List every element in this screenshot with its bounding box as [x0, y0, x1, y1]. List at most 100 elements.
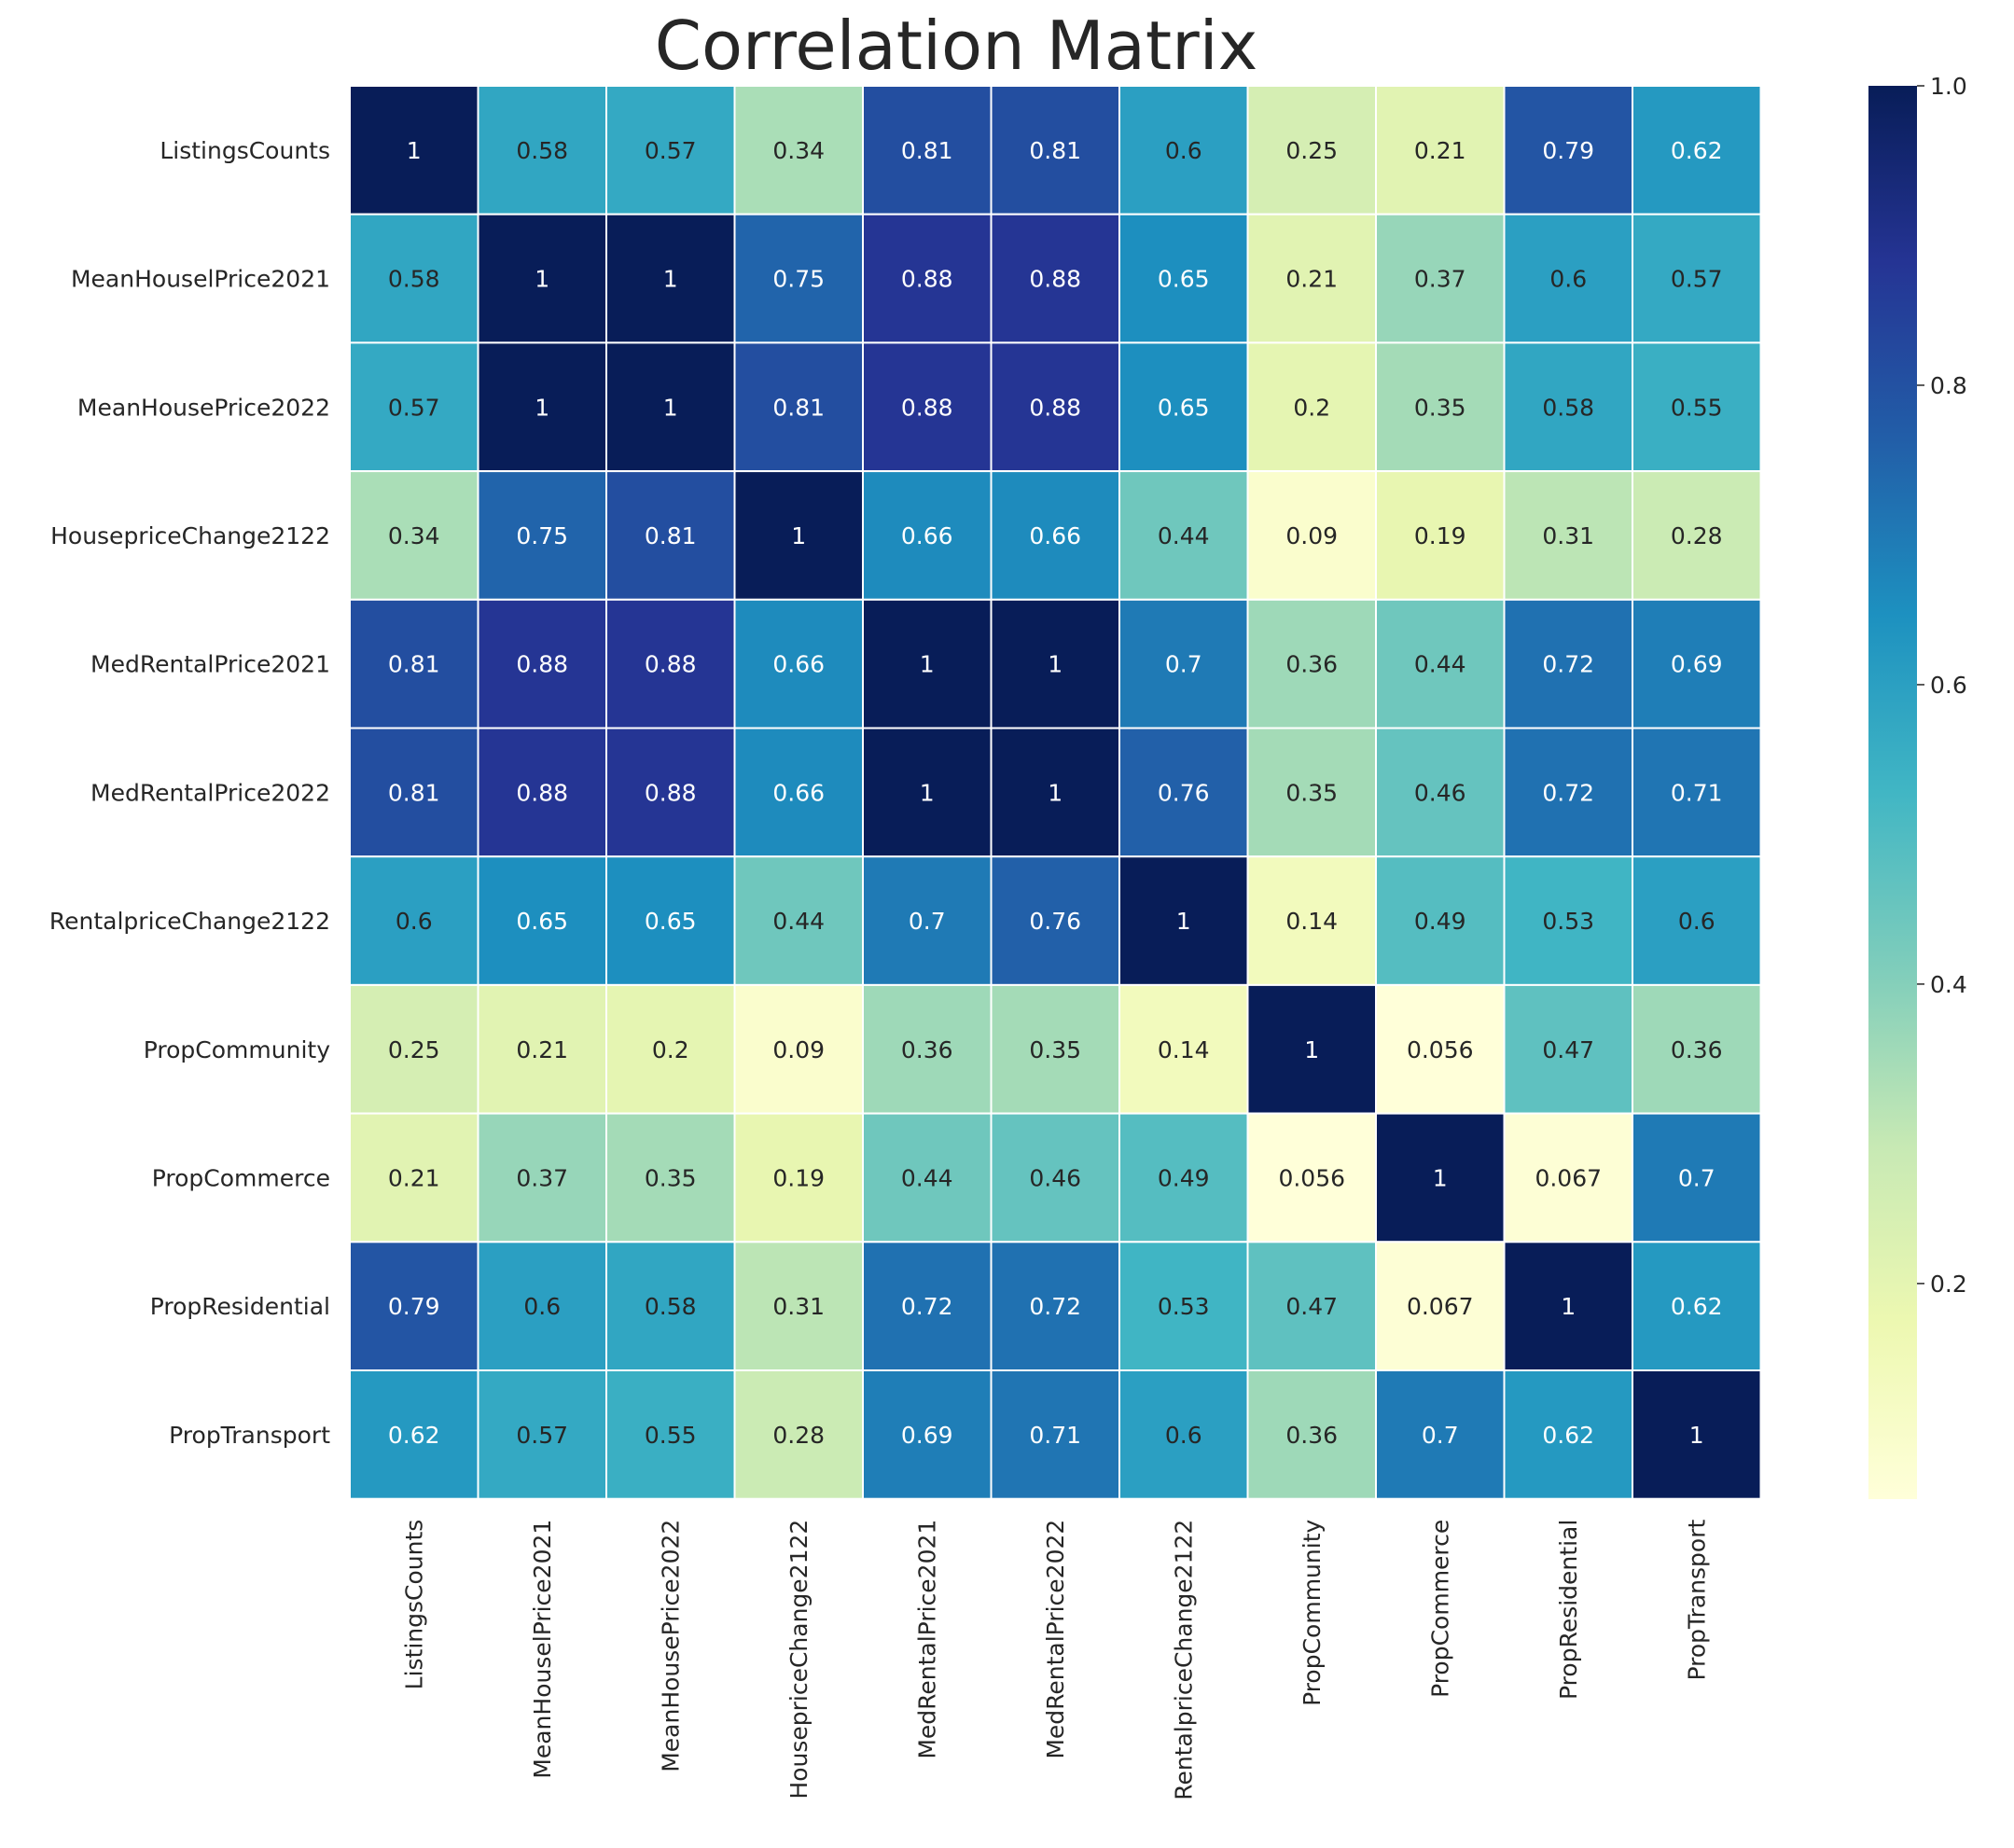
x-tick-label-rentalpricechange2122: RentalpriceChange2122: [1171, 1520, 1198, 1800]
x-tick-label-meanhouselprice2021: MeanHouselPrice2021: [529, 1520, 556, 1779]
heatmap-cell-medrentalprice2021-proptransport: [1632, 598, 1762, 729]
cell-value-label: 0.35: [1414, 394, 1466, 421]
cell-value-label: 0.46: [1029, 1164, 1081, 1191]
cell-value-label: 0.21: [1285, 266, 1338, 293]
cell-value-label: 0.81: [901, 137, 953, 164]
cell-value-label: 0.72: [1029, 1293, 1081, 1320]
heatmap-cell-propcommunity-listingscounts: [349, 983, 479, 1115]
heatmap-cell-listingscounts-propcommunity: [1246, 85, 1377, 215]
cell-value-label: 0.21: [1414, 137, 1466, 164]
cell-value-label: 0.6: [1165, 1422, 1202, 1449]
cell-value-label: 0.71: [1671, 779, 1723, 806]
heatmap-cell-rentalpricechange2122-propcommunity: [1246, 855, 1377, 986]
cell-value-label: 0.69: [1671, 651, 1723, 678]
heatmap-cell-meanhouseprice2022-listingscounts: [349, 341, 479, 473]
y-tick-label-medrentalprice2022: MedRentalPrice2022: [90, 779, 330, 806]
cell-value-label: 0.62: [1671, 1293, 1723, 1320]
heatmap-cell-propresidential-listingscounts: [349, 1241, 479, 1372]
cell-value-label: 0.46: [1414, 779, 1466, 806]
heatmap-cell-proptransport-propresidential: [1503, 1369, 1633, 1500]
cell-value-label: 0.76: [1158, 779, 1210, 806]
cell-value-label: 0.25: [1285, 137, 1338, 164]
y-tick-label-listingscounts: ListingsCounts: [160, 137, 330, 164]
heatmap-cell-propcommerce-housepricechange2122: [733, 1112, 864, 1244]
cell-value-label: 0.28: [772, 1422, 825, 1449]
cell-value-label: 0.66: [772, 779, 825, 806]
heatmap-cell-propcommerce-medrentalprice2022: [990, 1112, 1120, 1244]
cell-value-label: 0.36: [1285, 651, 1338, 678]
cell-value-label: 0.88: [1029, 394, 1081, 421]
cell-value-label: 0.57: [645, 137, 697, 164]
x-tick-label-listingscounts: ListingsCounts: [401, 1520, 428, 1690]
cell-value-label: 0.62: [388, 1422, 440, 1449]
heatmap-cell-meanhouselprice2021-medrentalprice2022: [990, 213, 1120, 344]
cell-value-label: 0.88: [516, 779, 568, 806]
cell-value-label: 1: [1048, 779, 1063, 806]
heatmap-cell-propcommerce-propcommerce: [1375, 1112, 1506, 1244]
x-tick-label-medrentalprice2021: MedRentalPrice2021: [914, 1520, 941, 1759]
x-tick-label-housepricechange2122: HousepriceChange2122: [785, 1520, 813, 1799]
heatmap-cell-meanhouseprice2022-rentalpricechange2122: [1118, 341, 1249, 473]
cell-value-label: 0.36: [1285, 1422, 1338, 1449]
heatmap-cell-medrentalprice2022-housepricechange2122: [733, 727, 864, 858]
cell-value-label: 0.09: [1285, 522, 1338, 549]
cell-value-label: 0.75: [516, 522, 568, 549]
colorbar-tick-label: 0.4: [1930, 971, 1967, 998]
heatmap-cell-propresidential-housepricechange2122: [733, 1241, 864, 1372]
heatmap-cell-meanhouseprice2022-meanhouseprice2022: [605, 341, 736, 473]
heatmap-cell-meanhouselprice2021-meanhouseprice2022: [605, 213, 736, 344]
cell-value-label: 0.47: [1542, 1036, 1594, 1063]
heatmap-cell-propresidential-meanhouseprice2022: [605, 1241, 736, 1372]
cell-value-label: 0.34: [772, 137, 825, 164]
colorbar: 0.2 0.4 0.6 0.8 1.0: [1868, 73, 1967, 1499]
cell-value-label: 0.57: [516, 1422, 568, 1449]
colorbar-tick-label: 1.0: [1930, 73, 1967, 100]
cell-value-label: 0.44: [772, 908, 825, 935]
heatmap-cell-rentalpricechange2122-meanhouselprice2021: [477, 855, 607, 986]
cell-value-label: 0.88: [901, 394, 953, 421]
cell-value-label: 0.37: [1414, 266, 1466, 293]
heatmap-cell-propcommunity-medrentalprice2022: [990, 983, 1120, 1115]
heatmap-cell-meanhouseprice2022-medrentalprice2022: [990, 341, 1120, 473]
heatmap-cell-listingscounts-meanhouseprice2022: [605, 85, 736, 215]
cell-value-label: 0.14: [1285, 908, 1338, 935]
heatmap-cell-proptransport-propcommunity: [1246, 1369, 1377, 1500]
heatmap-cell-labels: 1 0.58 0.57 0.34 0.81 0.81 0.6 0.25 0.21 0.79 0.62…: [388, 137, 1723, 1449]
cell-value-label: 0.71: [1029, 1422, 1081, 1449]
cell-value-label: 0.36: [1671, 1036, 1723, 1063]
x-tick-label-propcommerce: PropCommerce: [1427, 1520, 1454, 1698]
cell-value-label: 0.69: [901, 1422, 953, 1449]
heatmap-cell-propresidential-medrentalprice2022: [990, 1241, 1120, 1372]
cell-value-label: 0.79: [1542, 137, 1594, 164]
cell-value-label: 1: [920, 779, 935, 806]
cell-value-label: 0.31: [772, 1293, 825, 1320]
cell-value-label: 1: [1689, 1422, 1704, 1449]
heatmap-cell-propcommerce-meanhouseprice2022: [605, 1112, 736, 1244]
cell-value-label: 0.66: [772, 651, 825, 678]
cell-value-label: 0.53: [1542, 908, 1594, 935]
cell-value-label: 0.21: [516, 1036, 568, 1063]
heatmap-cell-listingscounts-medrentalprice2022: [990, 85, 1120, 215]
cell-value-label: 0.57: [1671, 266, 1723, 293]
heatmap-cell-meanhouselprice2021-medrentalprice2021: [862, 213, 993, 344]
cell-value-label: 0.2: [1293, 394, 1330, 421]
cell-value-label: 0.81: [1029, 137, 1081, 164]
heatmap-cell-propcommunity-propresidential: [1503, 983, 1633, 1115]
cell-value-label: 0.88: [645, 651, 697, 678]
heatmap-cell-medrentalprice2022-medrentalprice2022: [990, 727, 1120, 858]
heatmap-cell-meanhouselprice2021-proptransport: [1632, 213, 1762, 344]
heatmap-cell-housepricechange2122-propresidential: [1503, 470, 1633, 601]
x-tick-label-meanhouseprice2022: MeanHousePrice2022: [658, 1520, 685, 1772]
cell-value-label: 0.58: [388, 266, 440, 293]
cell-value-label: 0.65: [1158, 394, 1210, 421]
cell-value-label: 0.31: [1542, 522, 1594, 549]
cell-value-label: 0.62: [1671, 137, 1723, 164]
heatmap-cell-housepricechange2122-rentalpricechange2122: [1118, 470, 1249, 601]
cell-value-label: 0.21: [388, 1164, 440, 1191]
heatmap-cell-housepricechange2122-housepricechange2122: [733, 470, 864, 601]
heatmap-cell-meanhouseprice2022-proptransport: [1632, 341, 1762, 473]
chart-title: Correlation Matrix: [655, 7, 1258, 85]
heatmap-cell-medrentalprice2021-rentalpricechange2122: [1118, 598, 1249, 729]
